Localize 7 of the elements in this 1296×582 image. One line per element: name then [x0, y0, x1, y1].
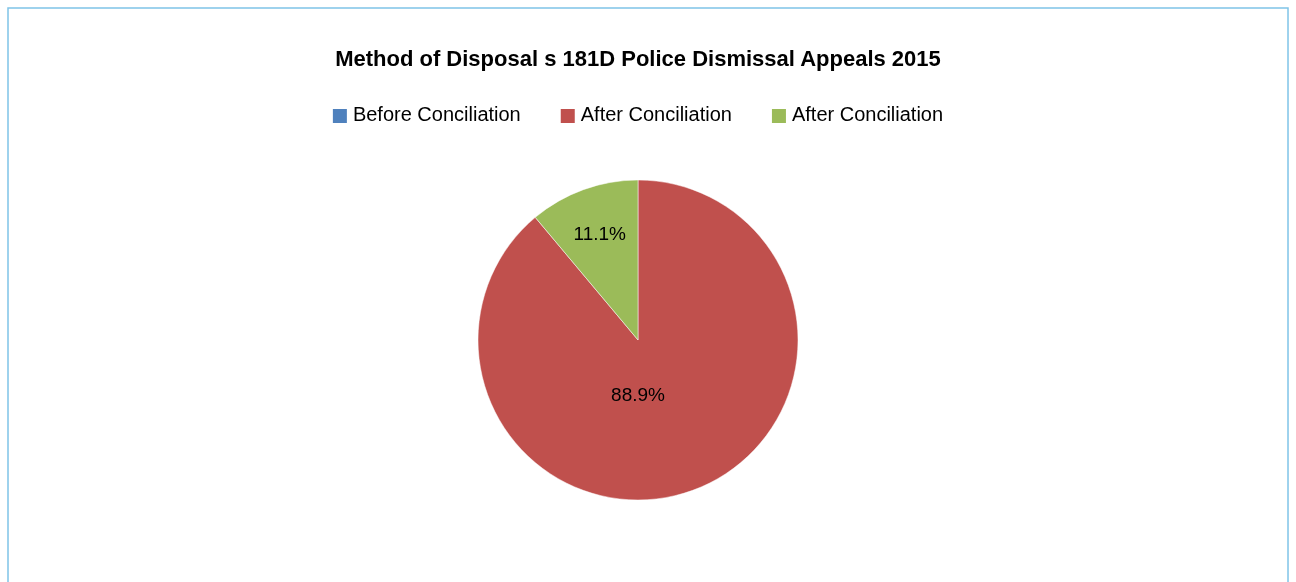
pie-slice	[477, 179, 799, 501]
data-label: 11.1%	[573, 222, 627, 244]
chart-title: Method of Disposal s 181D Police Dismissal Appeals 2015	[335, 46, 941, 71]
data-label: 88.9%	[611, 384, 666, 406]
legend-label: After Conciliation	[580, 103, 732, 126]
legend-label: After Conciliation	[791, 103, 944, 126]
legend-label: Before Conciliation	[352, 103, 521, 126]
